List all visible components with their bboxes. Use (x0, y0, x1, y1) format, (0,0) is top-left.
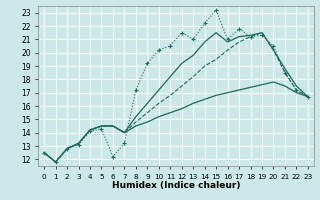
X-axis label: Humidex (Indice chaleur): Humidex (Indice chaleur) (112, 181, 240, 190)
